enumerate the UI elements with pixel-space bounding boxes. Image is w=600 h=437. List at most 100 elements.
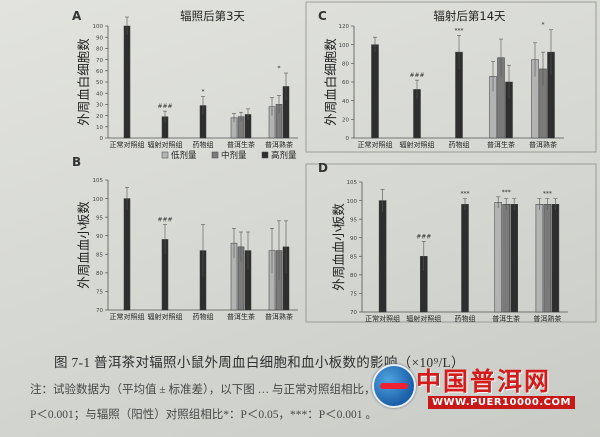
legend-swatch	[161, 151, 169, 159]
bar	[543, 204, 552, 313]
significance-mark: ***	[455, 27, 464, 34]
bar	[535, 204, 544, 313]
y-tick-label: 70	[350, 310, 357, 316]
y-tick-label: 105	[93, 178, 104, 184]
legend-swatch	[261, 151, 269, 159]
y-tick-label: 30	[96, 103, 103, 109]
chart-panel-b: B 外周血血小板数 70 75 80 85 90 95 100 105 正常对照组 ### 辐射对照组 药…	[72, 155, 298, 321]
x-tick-label: 普洱生茶	[227, 312, 255, 321]
significance-mark: ***	[543, 191, 552, 198]
significance-mark: ###	[157, 103, 172, 110]
panel-letter: B	[72, 155, 81, 169]
significance-mark: ###	[409, 72, 424, 79]
y-tick-label: 70	[96, 58, 103, 64]
y-axis-label: 外周血血小板数	[331, 203, 346, 291]
bar	[123, 25, 131, 139]
significance-mark: ***	[461, 191, 470, 198]
x-tick-label: 正常对照组	[365, 314, 400, 323]
y-tick-label: 75	[350, 292, 357, 298]
significance-mark: ###	[157, 217, 172, 224]
y-tick-label: 90	[96, 35, 103, 41]
y-tick-label: 80	[96, 271, 103, 277]
legend-swatch	[211, 151, 219, 159]
y-tick-label: 90	[96, 234, 103, 240]
figure-note-line-1: 注：试验数据为（平均值 ± 标准差），以下图 … 与正常对照组相比，###：	[30, 384, 405, 396]
chart-title: 辐射后第14天	[433, 9, 506, 23]
y-tick-label: 100	[93, 24, 104, 30]
watermark-title: 中国普洱网	[416, 367, 552, 396]
y-tick-label: 40	[96, 91, 103, 97]
bar	[551, 204, 560, 313]
y-tick-label: 50	[96, 80, 103, 86]
y-tick-label: 80	[96, 47, 103, 53]
y-tick-label: 100	[93, 197, 104, 203]
y-tick-label: 105	[347, 180, 358, 186]
dose-legend: 低剂量 中剂量 高剂量	[161, 150, 297, 161]
panel-letter: C	[318, 9, 327, 23]
x-tick-label: 普洱熟茶	[533, 314, 561, 323]
y-tick-label: 75	[96, 290, 103, 296]
x-tick-label: 辐射对照组	[148, 140, 183, 149]
x-tick-label: 正常对照组	[358, 140, 393, 149]
bar	[461, 204, 469, 313]
significance-mark: *	[278, 65, 281, 72]
y-tick-label: 85	[350, 254, 357, 260]
y-tick-label: 120	[339, 24, 350, 30]
x-tick-label: 普洱生茶	[492, 314, 520, 323]
x-tick-label: 药物组	[193, 312, 214, 321]
y-tick-label: 0	[346, 136, 350, 142]
significance-mark: ***	[502, 189, 511, 196]
y-tick-label: 40	[342, 99, 349, 105]
y-tick-label: 80	[342, 62, 349, 68]
y-tick-label: 70	[96, 308, 103, 314]
panel-letter: D	[318, 161, 328, 175]
y-tick-label: 60	[96, 69, 103, 75]
y-axis-label: 外周血白细胞数	[76, 38, 91, 126]
bar	[502, 204, 510, 313]
x-tick-label: 辐射对照组	[406, 314, 441, 323]
bar	[371, 44, 379, 139]
y-tick-label: 100	[347, 199, 358, 205]
panel-frame	[305, 163, 597, 323]
y-tick-label: 80	[350, 273, 357, 279]
bar	[510, 204, 518, 313]
panel-frame	[305, 1, 597, 153]
figure-caption: 图 7-1 普洱茶对辐照小鼠外周血白细胞和血小板数的影响（×10⁹/L）	[54, 355, 465, 370]
x-tick-label: 辐射对照组	[148, 312, 183, 321]
watermark-logo: 中国普洱网 WWW.PUER10000.COM	[372, 360, 600, 422]
legend-label: 高剂量	[271, 150, 297, 161]
x-tick-label: 普洱熟茶	[265, 140, 293, 149]
x-tick-label: 普洱生茶	[227, 140, 255, 149]
x-tick-label: 普洱熟茶	[265, 312, 293, 321]
x-tick-label: 药物组	[193, 140, 214, 149]
y-axis-label: 外周血白细胞数	[323, 38, 338, 126]
chart-panel-d: D 外周血血小板数 70 75 80 85 90 95 100 105 正常对照组 ### 辐射对照组 *…	[318, 161, 568, 323]
y-tick-label: 20	[342, 118, 349, 124]
y-tick-label: 95	[96, 215, 103, 221]
y-tick-label: 85	[96, 252, 103, 258]
bar	[494, 202, 502, 313]
y-tick-label: 90	[350, 236, 357, 242]
globe-icon	[372, 364, 416, 408]
bar	[378, 200, 387, 313]
bar	[123, 198, 131, 311]
x-tick-label: 正常对照组	[110, 312, 145, 321]
y-tick-label: 10	[96, 125, 103, 131]
legend-label: 中剂量	[221, 150, 247, 161]
significance-mark: *	[202, 89, 205, 96]
y-tick-label: 100	[339, 43, 350, 49]
x-tick-label: 药物组	[455, 314, 476, 323]
figure-note-line-2: P＜0.001；与辐照（阳性）对照组相比*：P＜0.05，***：P＜0.001…	[30, 409, 377, 421]
significance-mark: ###	[416, 233, 431, 240]
y-tick-label: 60	[342, 80, 349, 86]
panel-letter: A	[72, 9, 82, 23]
x-tick-label: 普洱生茶	[487, 140, 515, 149]
legend-label: 低剂量	[171, 150, 197, 161]
y-tick-label: 0	[100, 136, 104, 142]
significance-mark: *	[542, 22, 545, 29]
watermark-url: WWW.PUER10000.COM	[428, 396, 575, 409]
